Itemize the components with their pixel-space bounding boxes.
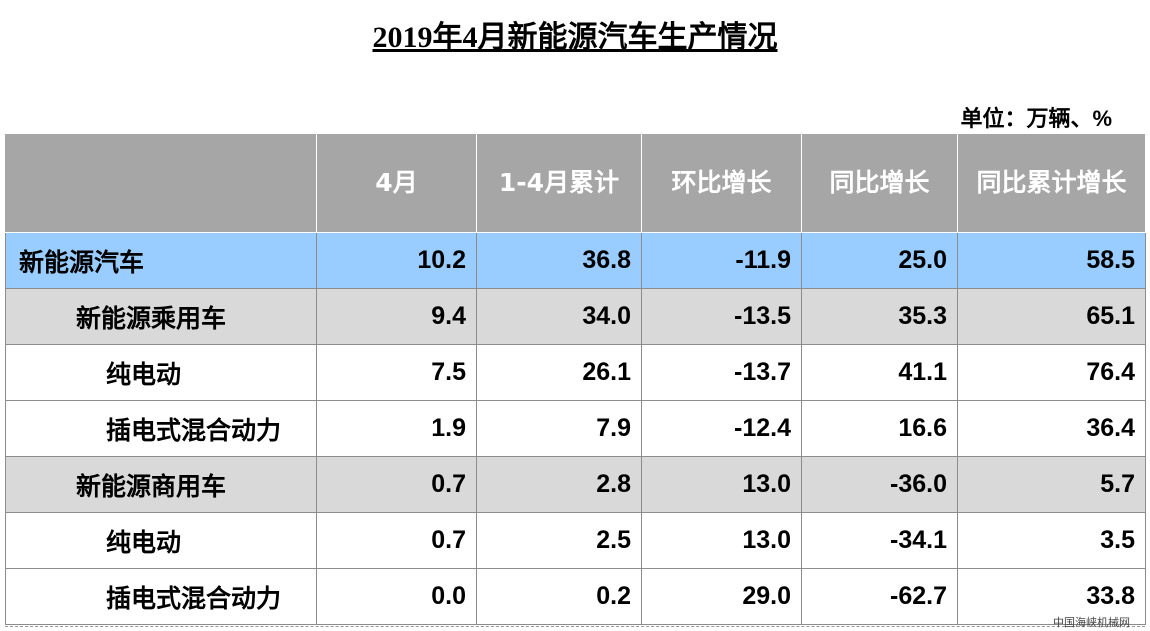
cell-value: -62.7 bbox=[801, 568, 958, 625]
cell-value: -36.0 bbox=[801, 456, 958, 513]
table-row: 新能源汽车 10.2 36.8 -11.9 25.0 58.5 bbox=[5, 232, 1146, 289]
cell-value: 58.5 bbox=[957, 232, 1146, 289]
watermark: 中国海峡机械网 bbox=[1053, 617, 1130, 629]
cell-value: 76.4 bbox=[957, 344, 1146, 401]
table-body: 新能源汽车 10.2 36.8 -11.9 25.0 58.5 新能源乘用车 9.4 34.0-… bbox=[5, 232, 1146, 625]
table-row: 插电式混合动力 1.9 7.9 -12.4 16.6 36.4 bbox=[5, 400, 1146, 457]
corner-cell bbox=[5, 133, 317, 233]
data-table: 4月 1-4月累计 环比增长 同比增长 同比累计增长 新能源汽车 10.2 36.8 -11.… bbox=[5, 133, 1146, 625]
column-header: 1-4月累计 bbox=[476, 133, 642, 233]
cell-value: 0.7 bbox=[316, 512, 477, 569]
cell-value: 10.2 bbox=[316, 232, 477, 289]
cell-value: -13.7 bbox=[641, 344, 802, 401]
cell-value: -11.9 bbox=[641, 232, 802, 289]
unit-label: 单位：万辆、% bbox=[960, 106, 1112, 131]
title: 2019年4月新能源汽车生产情况 bbox=[372, 21, 778, 54]
table-row: 纯电动 0.7 2.5 13.0 -34.1 3.5 bbox=[5, 512, 1146, 569]
cell-value: 16.6 bbox=[801, 400, 958, 457]
cell-value: -12.4 bbox=[641, 400, 802, 457]
table-row: 新能源乘用车 9.4 34.0 -13.5 35.3 65.1 bbox=[5, 288, 1146, 345]
row-label: 纯电动 bbox=[5, 344, 317, 401]
row-label: 新能源商用车 bbox=[5, 456, 317, 513]
cell-value: 2.5 bbox=[476, 512, 642, 569]
cell-value: 29.0 bbox=[641, 568, 802, 625]
row-label: 插电式混合动力 bbox=[5, 568, 317, 625]
table-row: 纯电动 7.5 26.1 -13.7 41.1 76.4 bbox=[5, 344, 1146, 401]
cell-value: 0.7 bbox=[316, 456, 477, 513]
cell-value: 3.5 bbox=[957, 512, 1146, 569]
cell-value: 9.4 bbox=[316, 288, 477, 345]
column-header: 4月 bbox=[316, 133, 477, 233]
cell-value: -13.5 bbox=[641, 288, 802, 345]
column-header: 同比增长 bbox=[801, 133, 958, 233]
cell-value: 35.3 bbox=[801, 288, 958, 345]
cell-value: 41.1 bbox=[801, 344, 958, 401]
table-row: 新能源商用车 0.7 2.8 13.0 -36.0 5.7 bbox=[5, 456, 1146, 513]
row-label: 新能源汽车 bbox=[5, 232, 317, 289]
column-header: 环比增长 bbox=[641, 133, 802, 233]
cell-value: 7.5 bbox=[316, 344, 477, 401]
row-label: 纯电动 bbox=[5, 512, 317, 569]
cell-value: 36.8 bbox=[476, 232, 642, 289]
bottom-rule bbox=[5, 626, 1145, 627]
cell-value: 36.4 bbox=[957, 400, 1146, 457]
cell-value: -34.1 bbox=[801, 512, 958, 569]
cell-value: 13.0 bbox=[641, 512, 802, 569]
cell-value: 34.0 bbox=[476, 288, 642, 345]
row-label: 新能源乘用车 bbox=[5, 288, 317, 345]
cell-value: 1.9 bbox=[316, 400, 477, 457]
cell-value: 0.2 bbox=[476, 568, 642, 625]
cell-value: 0.0 bbox=[316, 568, 477, 625]
cell-value: 25.0 bbox=[801, 232, 958, 289]
row-label: 插电式混合动力 bbox=[5, 400, 317, 457]
column-header: 同比累计增长 bbox=[957, 133, 1146, 233]
cell-value: 33.8 bbox=[957, 568, 1146, 625]
cell-value: 7.9 bbox=[476, 400, 642, 457]
cell-value: 5.7 bbox=[957, 456, 1146, 513]
cell-value: 13.0 bbox=[641, 456, 802, 513]
table-row: 插电式混合动力 0.0 0.2 29.0 -62.7 33.8 bbox=[5, 568, 1146, 625]
header-row: 4月 1-4月累计 环比增长 同比增长 同比累计增长 bbox=[5, 133, 1146, 233]
cell-value: 2.8 bbox=[476, 456, 642, 513]
cell-value: 65.1 bbox=[957, 288, 1146, 345]
cell-value: 26.1 bbox=[476, 344, 642, 401]
